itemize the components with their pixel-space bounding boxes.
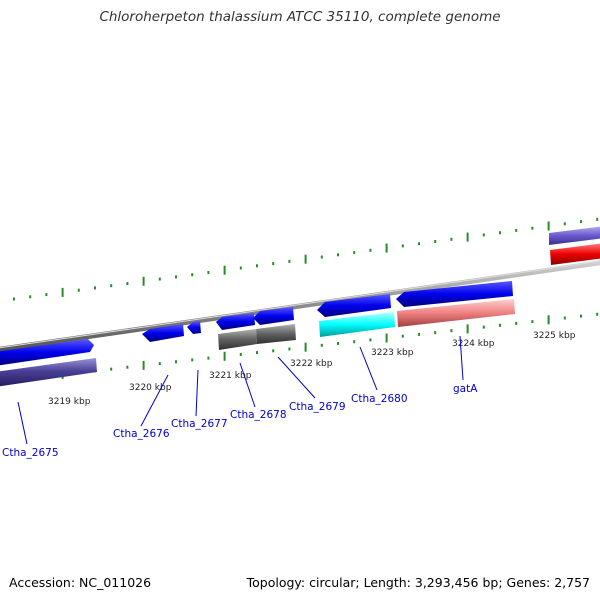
tick-row-inner [13,312,599,382]
leader-ctha-2675 [17,401,28,445]
map-title: Chloroherpeton thalassium ATCC 35110, co… [99,9,501,25]
scale-label-3222: 3222 kbp [290,359,333,369]
gene-arrow-ctha-2678[interactable] [216,313,255,330]
gene-arrow-right-edge[interactable] [549,226,600,245]
scale-label-3223: 3223 kbp [371,348,414,358]
scale-label-3220: 3220 kbp [129,383,172,393]
tick-row-outer [13,217,599,301]
leader-ctha-2676 [140,374,169,427]
gene-arrow-ctha-2677[interactable] [187,321,201,334]
gene-label-ctha-2675[interactable]: Ctha_2675 [2,447,59,459]
scale-label-3224: 3224 kbp [452,339,495,349]
leader-gata [459,335,464,381]
accession-label: Accession: NC_011026 [9,575,152,590]
scale-label-3219: 3219 kbp [48,397,91,407]
gene-label-gata[interactable]: gatA [453,383,478,395]
cog-bar-right-edge [550,243,600,265]
gene-label-ctha-2680[interactable]: Ctha_2680 [351,393,408,405]
gene-arrow-gata[interactable] [396,281,513,307]
gene-arrow-ctha-2676[interactable] [142,324,184,342]
cog-bar-ctha-2678 [218,329,257,350]
scale-label-3225: 3225 kbp [533,331,576,341]
leader-ctha-2679 [277,356,316,399]
gene-label-ctha-2676[interactable]: Ctha_2676 [113,428,170,440]
cog-bar-ctha-2680 [319,312,395,337]
leader-ctha-2680 [359,346,378,391]
gene-label-ctha-2679[interactable]: Ctha_2679 [289,401,346,413]
gene-arrow-ctha-2680[interactable] [317,294,391,317]
cog-bar-gata [397,299,515,327]
cog-bar-ctha-2679 [256,324,296,344]
leader-ctha-2678 [239,362,256,408]
gene-label-ctha-2677[interactable]: Ctha_2677 [171,418,228,430]
gene-leader-lines [17,335,464,445]
leader-ctha-2677 [195,369,199,417]
gene-arrow-ctha-2675[interactable] [0,339,94,366]
cog-bar-ctha-2675 [0,358,97,387]
scale-label-3221: 3221 kbp [209,371,252,381]
genome-summary: Topology: circular; Length: 3,293,456 bp… [246,575,590,590]
gene-label-ctha-2678[interactable]: Ctha_2678 [230,409,287,421]
gene-arrow-ctha-2679[interactable] [253,307,294,325]
genome-backbone [0,260,600,352]
